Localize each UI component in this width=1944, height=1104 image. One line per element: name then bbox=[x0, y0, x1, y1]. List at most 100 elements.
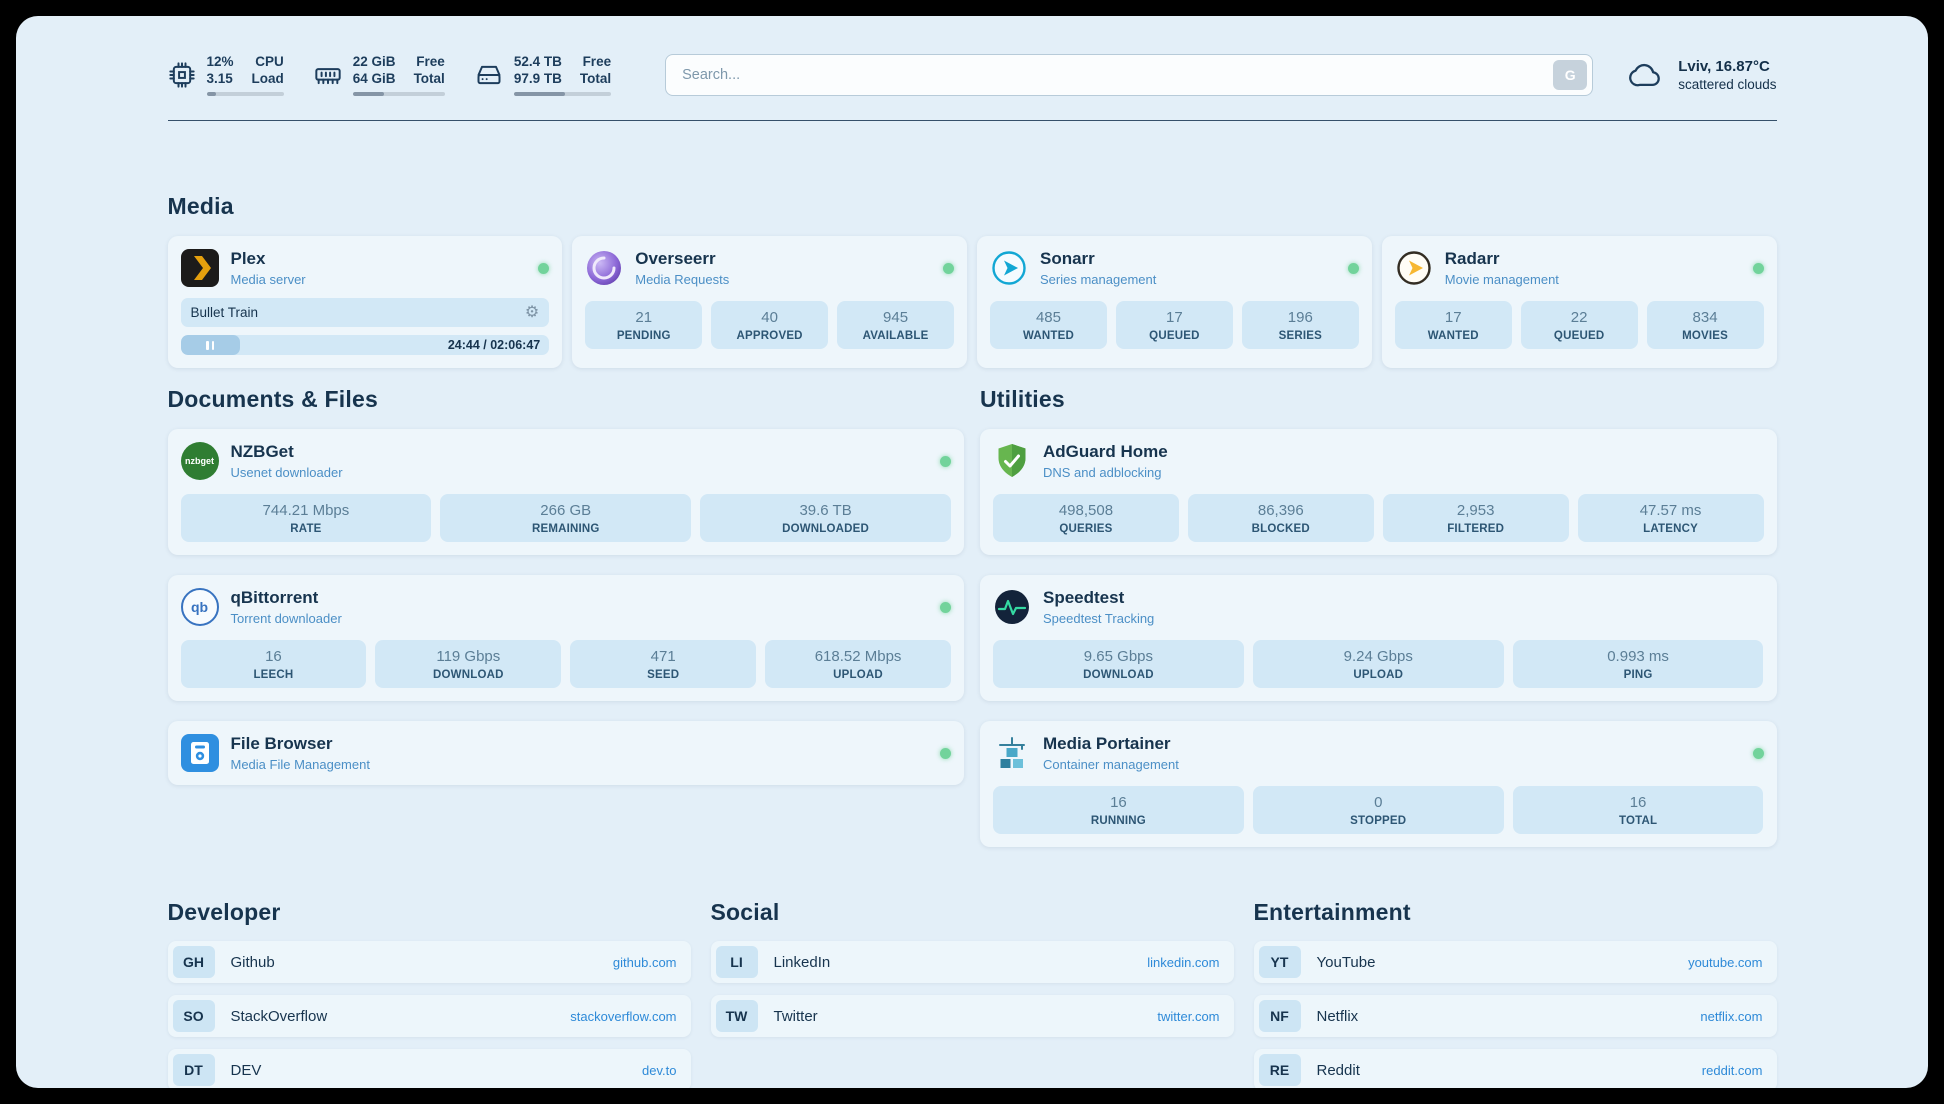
section-title-developer: Developer bbox=[167, 899, 281, 925]
app-card-overseerr[interactable]: Overseerr Media Requests 21 PENDING 40 A… bbox=[572, 236, 967, 368]
section-title-documents: Documents & Files bbox=[167, 386, 378, 412]
search-input[interactable] bbox=[665, 54, 1594, 96]
stat-upload: 618.52 Mbps UPLOAD bbox=[765, 640, 951, 688]
disk-total-value: 97.9 TB bbox=[513, 71, 562, 86]
cpu-usage-label: CPU bbox=[255, 54, 284, 69]
app-card-nzbget[interactable]: nzbget NZBGet Usenet downloader 744.21 M… bbox=[167, 429, 964, 555]
app-title: Sonarr bbox=[1040, 249, 1095, 268]
bookmark-url[interactable]: twitter.com bbox=[1157, 1008, 1220, 1024]
bookmark-abbr: GH bbox=[172, 946, 215, 978]
ram-free-value: 22 GiB bbox=[352, 54, 396, 69]
status-dot bbox=[1752, 262, 1764, 274]
bookmark-abbr: TW bbox=[715, 1000, 758, 1032]
stat-movies: 834 MOVIES bbox=[1646, 301, 1764, 349]
bookmark-url[interactable]: linkedin.com bbox=[1147, 954, 1220, 970]
bookmark-netflix[interactable]: NF Netflix netflix.com bbox=[1253, 995, 1777, 1037]
cpu-icon bbox=[168, 62, 195, 88]
bookmark-youtube[interactable]: YT YouTube youtube.com bbox=[1253, 941, 1777, 983]
app-card-plex[interactable]: Plex Media server Bullet Train ⚙ 24:44 /… bbox=[167, 236, 563, 368]
status-dot bbox=[940, 601, 951, 613]
bookmark-stackoverflow[interactable]: SO StackOverflow stackoverflow.com bbox=[167, 995, 691, 1037]
stat-filtered: 2,953 FILTERED bbox=[1382, 494, 1569, 542]
bookmark-name: DEV bbox=[230, 1061, 262, 1079]
app-card-adguard[interactable]: AdGuard Home DNS and adblocking 498,508 … bbox=[980, 429, 1777, 555]
bookmark-dev[interactable]: DT DEV dev.to bbox=[167, 1049, 691, 1088]
bookmark-linkedin[interactable]: LI LinkedIn linkedin.com bbox=[710, 941, 1234, 983]
stat-stopped: 0 STOPPED bbox=[1252, 786, 1504, 834]
cpu-usage-value: 12% bbox=[206, 54, 234, 69]
stat-ping: 0.993 ms PING bbox=[1512, 640, 1764, 688]
app-title: NZBGet bbox=[230, 442, 294, 461]
bookmark-url[interactable]: reddit.com bbox=[1701, 1062, 1763, 1078]
bookmark-abbr: DT bbox=[172, 1054, 215, 1086]
pause-icon bbox=[180, 335, 240, 355]
nzbget-icon: nzbget bbox=[180, 442, 219, 480]
cpu-progress-bar bbox=[206, 92, 284, 96]
now-playing-row: Bullet Train ⚙ bbox=[180, 298, 550, 327]
app-card-radarr[interactable]: Radarr Movie management 17 WANTED 22 QUE… bbox=[1381, 236, 1777, 368]
bookmark-name: YouTube bbox=[1316, 953, 1376, 971]
bookmark-name: Netflix bbox=[1316, 1007, 1359, 1025]
app-card-filebrowser[interactable]: File Browser Media File Management bbox=[167, 721, 964, 785]
memory-icon bbox=[315, 68, 341, 85]
stat-running: 16 RUNNING bbox=[993, 786, 1244, 834]
bookmark-url[interactable]: youtube.com bbox=[1688, 954, 1763, 970]
status-dot bbox=[1752, 747, 1764, 759]
bookmark-github[interactable]: GH Github github.com bbox=[167, 941, 691, 983]
app-subtitle: Series management bbox=[1040, 272, 1157, 287]
bookmark-url[interactable]: stackoverflow.com bbox=[570, 1008, 677, 1024]
weather-widget: Lviv, 16.87°C scattered clouds bbox=[1627, 58, 1777, 92]
stat-remaining: 266 GB REMAINING bbox=[440, 494, 692, 542]
stat-seed: 471 SEED bbox=[570, 640, 757, 688]
stat-queued: 22 QUEUED bbox=[1520, 301, 1638, 349]
bookmark-name: LinkedIn bbox=[773, 953, 831, 971]
disk-free-label: Free bbox=[582, 54, 612, 69]
plex-icon bbox=[180, 249, 219, 287]
bookmark-url[interactable]: github.com bbox=[612, 954, 677, 970]
stat-total: 16 TOTAL bbox=[1512, 786, 1764, 834]
stat-upload: 9.24 Gbps UPLOAD bbox=[1252, 640, 1504, 688]
section-title-entertainment: Entertainment bbox=[1253, 899, 1411, 925]
app-card-sonarr[interactable]: Sonarr Series management 485 WANTED 17 Q… bbox=[977, 236, 1372, 368]
weather-condition: scattered clouds bbox=[1678, 77, 1777, 92]
bookmark-name: Twitter bbox=[773, 1007, 818, 1025]
status-dot bbox=[943, 262, 954, 274]
section-title-media: Media bbox=[167, 193, 234, 219]
stat-approved: 40 APPROVED bbox=[711, 301, 829, 349]
bookmark-abbr: SO bbox=[172, 1000, 215, 1032]
app-subtitle: Media Requests bbox=[635, 272, 730, 287]
bookmark-url[interactable]: dev.to bbox=[642, 1062, 677, 1078]
bookmark-reddit[interactable]: RE Reddit reddit.com bbox=[1253, 1049, 1777, 1088]
overseerr-icon bbox=[585, 249, 623, 287]
speedtest-icon bbox=[993, 588, 1031, 626]
filebrowser-icon bbox=[180, 734, 219, 772]
bookmark-name: StackOverflow bbox=[230, 1007, 328, 1025]
bookmark-twitter[interactable]: TW Twitter twitter.com bbox=[710, 995, 1234, 1037]
app-subtitle: Movie management bbox=[1444, 272, 1559, 287]
search-engine-button[interactable]: G bbox=[1553, 60, 1588, 90]
app-subtitle: DNS and adblocking bbox=[1043, 465, 1162, 480]
app-card-qbittorrent[interactable]: qb qBittorrent Torrent downloader 16 LEE… bbox=[167, 575, 964, 701]
app-subtitle: Torrent downloader bbox=[230, 611, 342, 626]
bookmark-abbr: LI bbox=[715, 946, 758, 978]
section-title-social: Social bbox=[710, 899, 780, 925]
bookmark-name: Reddit bbox=[1316, 1061, 1360, 1079]
adguard-icon bbox=[993, 442, 1031, 480]
qbittorrent-icon: qb bbox=[180, 588, 219, 626]
status-dot bbox=[940, 747, 951, 759]
bookmark-abbr: NF bbox=[1258, 1000, 1301, 1032]
app-card-portainer[interactable]: Media Portainer Container management 16 … bbox=[980, 721, 1777, 847]
gear-icon[interactable]: ⚙ bbox=[524, 303, 540, 321]
app-title: qBittorrent bbox=[230, 588, 319, 607]
app-card-speedtest[interactable]: Speedtest Speedtest Tracking 9.65 Gbps D… bbox=[980, 575, 1777, 701]
bookmark-group-social: Social LI LinkedIn linkedin.com TW Twitt… bbox=[710, 899, 1234, 1088]
app-subtitle: Media File Management bbox=[230, 757, 370, 772]
stat-download: 9.65 Gbps DOWNLOAD bbox=[993, 640, 1244, 688]
disk-widget: 52.4 TB Free 97.9 TB Total bbox=[475, 54, 612, 96]
app-title: Overseerr bbox=[635, 249, 716, 268]
bookmark-url[interactable]: netflix.com bbox=[1700, 1008, 1763, 1024]
playback-progress-bar: 24:44 / 02:06:47 bbox=[180, 335, 550, 355]
app-title: Radarr bbox=[1444, 249, 1500, 268]
status-dot bbox=[1347, 262, 1359, 274]
